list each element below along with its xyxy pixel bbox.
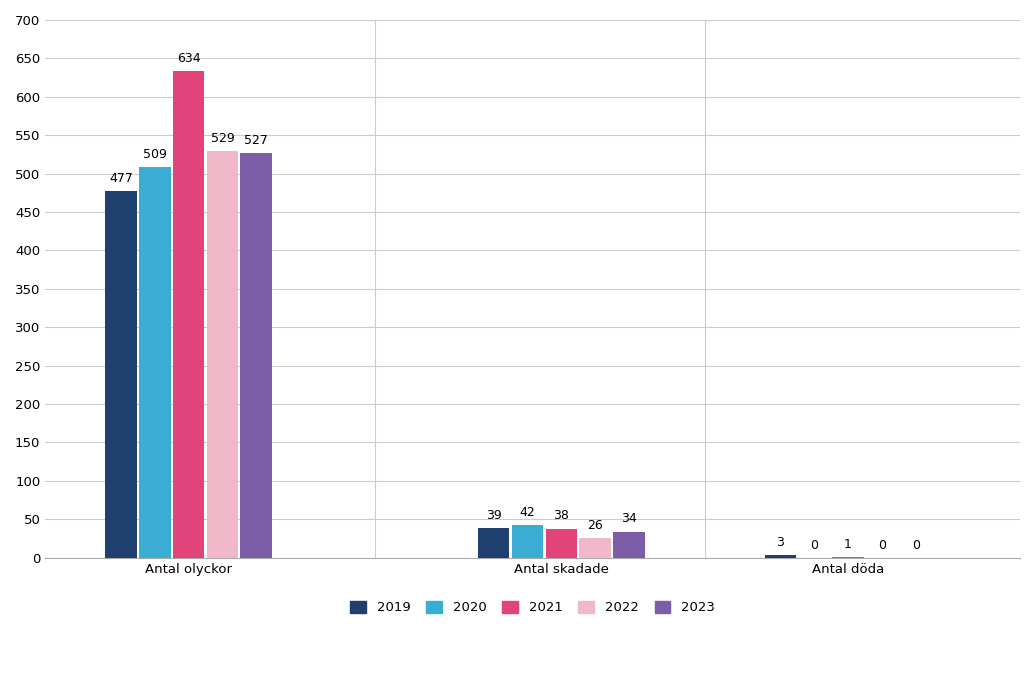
Text: 477: 477	[109, 172, 132, 185]
Text: 0: 0	[878, 539, 886, 551]
Text: 0: 0	[912, 539, 920, 551]
Text: 527: 527	[244, 133, 268, 147]
Bar	[478, 528, 509, 557]
Bar	[139, 166, 171, 557]
Bar	[511, 526, 543, 557]
Text: 0: 0	[810, 539, 818, 551]
Text: 38: 38	[554, 510, 569, 522]
Bar	[240, 153, 272, 557]
Legend: 2019, 2020, 2021, 2022, 2023: 2019, 2020, 2021, 2022, 2023	[344, 594, 721, 621]
Bar	[106, 191, 137, 557]
Bar	[173, 71, 204, 557]
Text: 1: 1	[845, 538, 852, 551]
Text: 42: 42	[520, 506, 535, 519]
Bar	[545, 528, 578, 557]
Bar	[765, 555, 796, 557]
Text: 34: 34	[621, 512, 637, 526]
Text: 509: 509	[143, 148, 167, 160]
Bar	[580, 538, 611, 557]
Bar	[613, 532, 645, 557]
Text: 39: 39	[485, 509, 502, 522]
Text: 529: 529	[210, 132, 234, 145]
Text: 26: 26	[587, 518, 603, 532]
Bar	[207, 152, 238, 557]
Text: 634: 634	[177, 51, 201, 65]
Text: 3: 3	[776, 537, 785, 549]
